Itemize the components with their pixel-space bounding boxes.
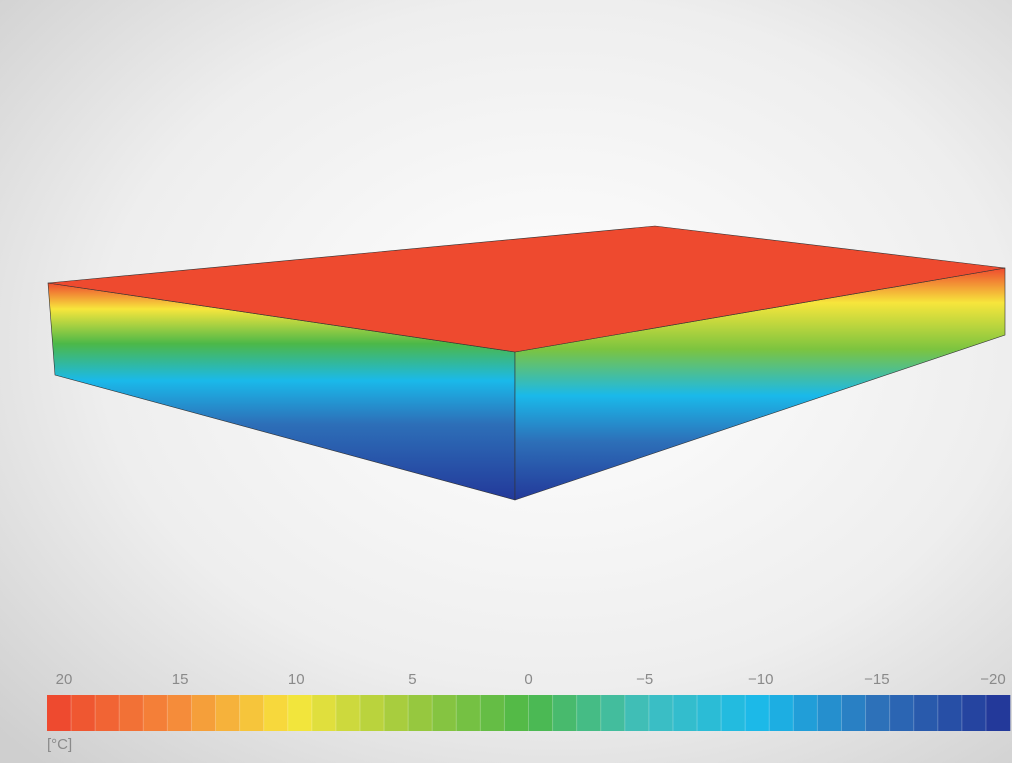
color-cell: [601, 695, 625, 731]
color-cell: [480, 695, 504, 731]
color-cell: [793, 695, 817, 731]
color-cell: [914, 695, 938, 731]
tick-label: 5: [408, 671, 416, 688]
color-cell: [769, 695, 793, 731]
color-cell: [697, 695, 721, 731]
tick-label: 10: [288, 671, 305, 688]
color-cell: [360, 695, 384, 731]
tick-label: −10: [748, 671, 773, 688]
color-cell: [312, 695, 336, 731]
color-cell: [432, 695, 456, 731]
color-cell: [577, 695, 601, 731]
color-cell: [625, 695, 649, 731]
tick-label: 0: [524, 671, 532, 688]
color-cell: [143, 695, 167, 731]
tick-label: −20: [980, 671, 1005, 688]
tick-label: 15: [172, 671, 189, 688]
color-cell: [240, 695, 264, 731]
color-cell: [504, 695, 528, 731]
color-cell: [47, 695, 71, 731]
color-cell: [456, 695, 480, 731]
color-cell: [938, 695, 962, 731]
unit-label: [°C]: [47, 736, 72, 753]
color-cell: [95, 695, 119, 731]
color-cell: [288, 695, 312, 731]
color-cell: [890, 695, 914, 731]
color-cell: [216, 695, 240, 731]
color-cell: [336, 695, 360, 731]
color-cell: [553, 695, 577, 731]
color-cell: [529, 695, 553, 731]
color-cell: [986, 695, 1010, 731]
tick-label: −5: [636, 671, 653, 688]
color-cell: [841, 695, 865, 731]
tick-label: −15: [864, 671, 889, 688]
color-cell: [167, 695, 191, 731]
color-cell: [264, 695, 288, 731]
color-cell: [721, 695, 745, 731]
color-cell: [962, 695, 986, 731]
figure: 20 15 10 5 0 −5 −10 −15 −20 [°C]: [0, 0, 1012, 763]
color-cell: [119, 695, 143, 731]
color-cell: [191, 695, 215, 731]
color-cell: [817, 695, 841, 731]
color-cell: [745, 695, 769, 731]
color-cell: [673, 695, 697, 731]
color-cell: [866, 695, 890, 731]
color-cell: [71, 695, 95, 731]
color-cell: [384, 695, 408, 731]
page: 20151050−5−10−15−20 [°C] (() => { const …: [0, 0, 1012, 763]
color-cell: [649, 695, 673, 731]
color-cell: [408, 695, 432, 731]
tick-label: 20: [56, 671, 73, 688]
